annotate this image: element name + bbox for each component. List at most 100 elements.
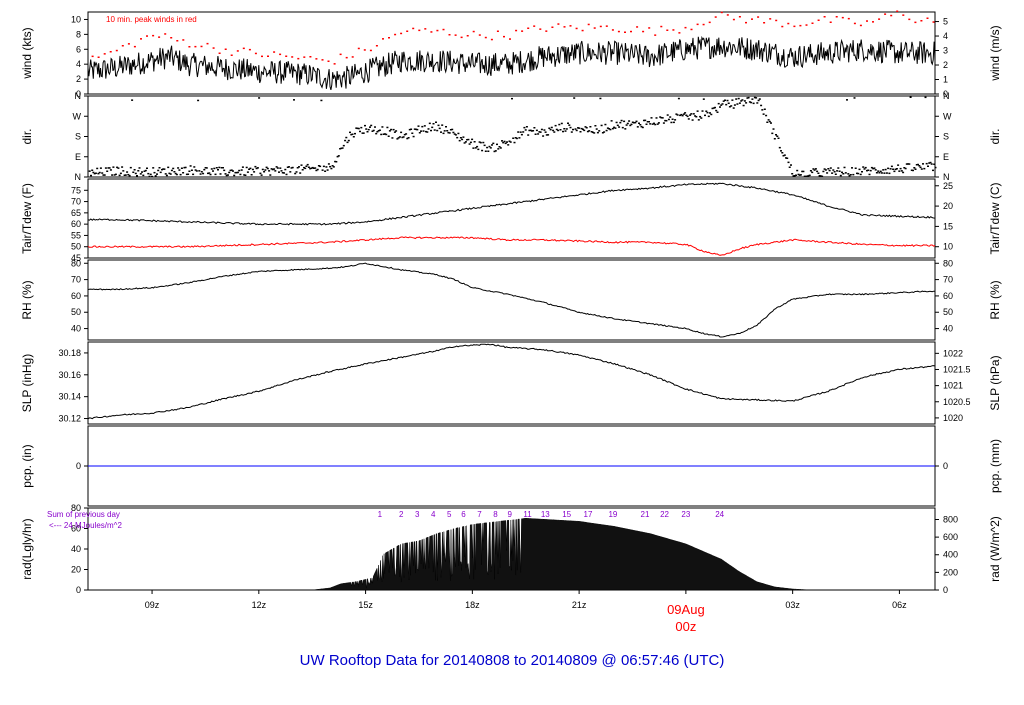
wind-dir-point [128,174,131,177]
wind-dir-point [97,172,100,175]
peak-wind-point [176,40,179,42]
wind-dir-point [767,119,770,121]
wind-dir-point [446,130,449,132]
wind-dir-point [590,131,593,133]
wind-dir-point [143,170,146,172]
wind-dir-point [496,143,498,146]
slp-ylabel: SLP (inHg) [20,354,34,412]
wind-dir-point [269,174,272,176]
wind-dir-point [489,147,492,149]
wind-dir-point [119,172,122,175]
wind-dir-point [527,134,530,136]
wind-dir-point [148,175,151,178]
wind-tick-label: 8 [76,29,81,39]
wind-dir-point [228,171,231,174]
wind-dir-point [298,166,300,168]
peak-wind-point [273,51,276,53]
wind-dir-point [695,116,698,118]
wind-dir-point [643,119,645,122]
wind-dir-point [402,136,405,138]
wind-dir-point [639,124,642,126]
peak-wind-point [539,28,542,30]
peak-wind-point [369,49,372,52]
wind-dir-point [564,130,567,132]
wind-dir-point [646,121,649,123]
peak-wind-point [212,47,215,49]
wind-dir-point [530,130,533,132]
dir-tick-label: W [73,111,82,121]
pcp-tick-label: 0 [76,461,81,471]
wind-dir-point [306,163,309,166]
wind-dir-point [336,155,339,158]
wind-dir-point [932,169,934,172]
wind-dir-point [524,129,527,131]
wind-dir-point [93,172,96,175]
wind-dir-point [827,168,830,170]
pcp-tick-label-right: 0 [943,461,948,471]
wind-dir-point [577,127,579,129]
wind-dir-point [785,157,787,159]
wind-dir-point [494,150,497,152]
wind-dir-point [420,130,422,132]
wind-dir-point [600,124,603,127]
peak-wind-point [375,45,378,47]
slp-tick-label: 30.14 [58,392,81,402]
wind-dir-point [486,146,489,149]
wind-dir-point [453,133,456,135]
wind-dir-point [194,169,197,171]
wind-dir-point [154,175,157,177]
hour-label: 2 [399,510,404,519]
wind-dir-point [219,173,222,175]
wind-tick-label-right: 1 [943,75,948,85]
wind-dir-point [129,166,132,169]
wind-dir-point [101,172,104,174]
peak-wind-point [388,37,390,39]
wind-dir-point [636,126,639,128]
wind-dir-point [243,174,246,176]
wind-dir-point [188,170,191,172]
wind-dir-point [610,120,613,122]
peak-wind-point [357,47,360,50]
wind-dir-point [880,172,883,174]
wind-dir-point [849,174,852,176]
wind-dir-point [520,133,523,136]
wind-dir-point [371,130,374,132]
wind-dir-point [763,108,766,110]
wind-dir-point [96,167,99,170]
wind-dir-point [586,130,589,133]
wind-dir-point [519,131,522,133]
wind-dir-point [534,133,537,135]
peak-wind-point [291,56,294,58]
wind-dir-point [346,141,349,144]
wind-dir-point [472,147,475,149]
rad-tick-label: 60 [71,524,81,534]
wind-dir-point [147,172,150,175]
peak-wind-point [817,19,820,21]
wind-dir-point [902,171,905,174]
wind-dir-point [132,171,135,173]
wind-dir-point [449,129,452,131]
wind-dir-point [654,123,657,126]
peak-wind-point [103,53,106,55]
rh-ylabel: RH (%) [20,280,34,319]
peak-wind-point [799,24,802,27]
hour-label: 17 [584,510,593,519]
rh-tick-label: 50 [71,307,81,317]
temp-tick-label: 65 [71,208,81,218]
wind-dir-point [162,168,165,170]
peak-wind-point [872,21,874,23]
wind-dir-point [259,172,262,175]
wind-dir-point [264,169,267,171]
wind-dir-point [507,144,510,146]
wind-dir-point [473,141,476,143]
peak-wind-point [158,36,161,38]
wind-dir-point [604,123,607,126]
wind-dir-point [249,167,252,170]
wind-dir-point [548,127,551,129]
wind-dir-point [208,172,211,174]
wind-dir-point [385,133,388,136]
peak-wind-point [829,21,832,23]
wind-dir-point [802,170,805,173]
peak-wind-annotation: 10 min. peak winds in red [106,15,197,24]
wind-dir-point [141,171,143,173]
